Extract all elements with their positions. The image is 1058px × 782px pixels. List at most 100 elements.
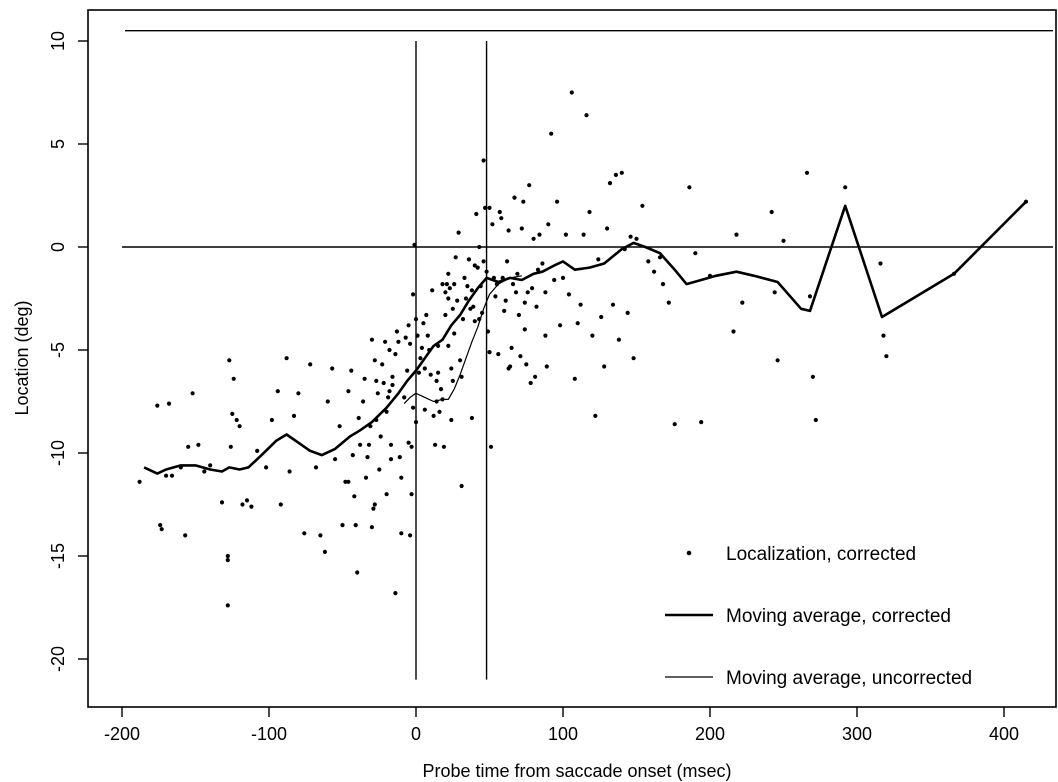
data-point xyxy=(781,238,786,243)
data-point xyxy=(458,358,463,363)
data-point xyxy=(533,374,538,379)
data-point xyxy=(605,226,610,231)
data-point xyxy=(810,374,816,379)
data-point xyxy=(369,525,374,530)
data-point xyxy=(409,492,414,497)
data-point xyxy=(234,417,239,423)
data-point xyxy=(384,409,389,414)
data-point xyxy=(587,209,592,215)
data-point xyxy=(625,310,630,315)
data-point xyxy=(399,531,404,536)
data-point xyxy=(546,222,551,227)
data-point xyxy=(434,378,439,383)
data-point xyxy=(813,417,818,423)
data-point xyxy=(524,362,529,367)
data-point xyxy=(383,339,388,344)
data-point xyxy=(596,257,601,262)
data-point xyxy=(388,457,394,462)
data-point xyxy=(421,321,426,326)
x-tick-label: 400 xyxy=(989,724,1019,744)
data-point xyxy=(291,413,297,418)
data-point xyxy=(425,333,430,338)
data-point xyxy=(137,479,142,484)
data-point xyxy=(269,417,274,423)
data-point xyxy=(474,211,479,217)
data-point xyxy=(528,380,533,386)
y-tick-label: 10 xyxy=(48,31,68,51)
x-tick-label: 0 xyxy=(411,724,421,744)
data-point xyxy=(775,358,780,363)
data-point xyxy=(951,271,957,276)
data-point xyxy=(225,553,230,559)
data-point xyxy=(468,306,473,311)
reference-lines xyxy=(122,30,1053,680)
data-point xyxy=(475,265,480,270)
data-point xyxy=(208,463,213,468)
data-point xyxy=(406,440,411,445)
data-point xyxy=(374,417,379,423)
data-point xyxy=(447,286,452,291)
data-point xyxy=(693,251,698,256)
data-point xyxy=(350,453,355,458)
data-point xyxy=(481,259,486,264)
data-point xyxy=(340,523,345,528)
data-point xyxy=(505,259,510,264)
data-point xyxy=(362,376,367,381)
data-point xyxy=(384,492,389,497)
data-point xyxy=(566,292,572,297)
data-point xyxy=(455,298,460,303)
data-point xyxy=(430,288,435,293)
data-point xyxy=(402,395,407,400)
data-point xyxy=(478,284,483,289)
data-point xyxy=(672,422,677,427)
data-point xyxy=(466,257,471,262)
data-point xyxy=(843,185,848,190)
data-point xyxy=(393,591,398,596)
data-point xyxy=(302,531,307,536)
data-point xyxy=(578,302,583,307)
data-point xyxy=(444,282,449,287)
data-point xyxy=(416,370,421,375)
data-point xyxy=(399,475,404,480)
data-point xyxy=(440,397,445,402)
data-point xyxy=(484,269,489,274)
legend-label: Moving average, corrected xyxy=(726,606,951,627)
data-point xyxy=(881,333,886,338)
data-point xyxy=(190,391,195,396)
data-point xyxy=(734,232,739,237)
data-point xyxy=(515,271,520,276)
data-point xyxy=(449,417,454,423)
data-point xyxy=(508,364,513,369)
data-point xyxy=(381,380,386,386)
data-point xyxy=(503,298,508,303)
data-point xyxy=(424,312,429,318)
data-point xyxy=(380,362,385,367)
data-point xyxy=(731,329,736,334)
data-point xyxy=(569,90,574,95)
data-point xyxy=(453,255,458,260)
data-point xyxy=(1023,199,1029,204)
data-point xyxy=(481,158,486,163)
data-point xyxy=(590,333,595,338)
data-point xyxy=(652,269,657,274)
data-point xyxy=(509,345,514,350)
data-point xyxy=(436,370,441,375)
data-point xyxy=(619,170,624,175)
data-point xyxy=(699,420,704,425)
data-point xyxy=(555,199,560,204)
data-point xyxy=(390,374,395,379)
data-point xyxy=(431,413,436,418)
data-point xyxy=(422,407,427,412)
data-point xyxy=(469,288,474,293)
data-point xyxy=(394,329,399,334)
data-point xyxy=(616,337,622,342)
data-point xyxy=(530,286,535,291)
data-point xyxy=(355,570,360,575)
data-point xyxy=(540,261,545,266)
y-tick-label: 5 xyxy=(48,139,68,149)
data-point xyxy=(390,382,395,388)
data-point xyxy=(436,343,441,348)
plot-border xyxy=(87,9,1057,708)
data-point xyxy=(434,399,439,404)
